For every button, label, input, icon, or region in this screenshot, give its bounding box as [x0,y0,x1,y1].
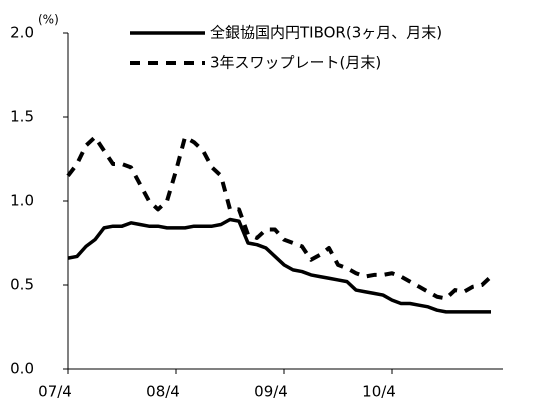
x-tick-label: 09/4 [254,383,288,401]
y-tick-label: 0.0 [10,360,34,378]
y-tick-label: 1.5 [10,108,34,126]
y-tick-label: 0.5 [10,276,34,294]
x-tick-label: 07/4 [38,383,72,401]
line-series [66,135,493,301]
x-tick-label: 10/4 [362,383,396,401]
y-tick-label: 2.0 [10,24,34,42]
y-tick-label: 1.0 [10,192,34,210]
legend-label: 3年スワップレート(月末) [210,54,381,72]
legend-label: 全銀協国内円TIBOR(3ヶ月、月末) [210,24,442,42]
y-unit: (%) [38,13,59,27]
x-tick-label: 08/4 [146,383,180,401]
line-series [67,217,491,314]
